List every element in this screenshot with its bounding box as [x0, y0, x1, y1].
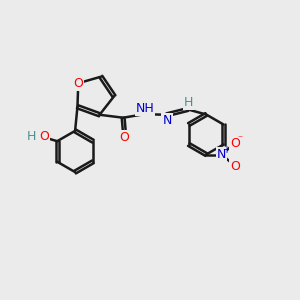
Text: NH: NH — [136, 102, 154, 115]
Text: O: O — [120, 131, 130, 144]
Text: ⁻: ⁻ — [238, 134, 243, 144]
Text: N: N — [162, 114, 172, 127]
Text: H: H — [184, 96, 193, 109]
Text: +: + — [222, 146, 230, 155]
Text: O: O — [73, 77, 83, 90]
Text: O: O — [230, 136, 240, 149]
Text: O: O — [39, 130, 49, 143]
Text: H: H — [27, 130, 36, 143]
Text: N: N — [217, 148, 226, 161]
Text: O: O — [230, 160, 240, 172]
